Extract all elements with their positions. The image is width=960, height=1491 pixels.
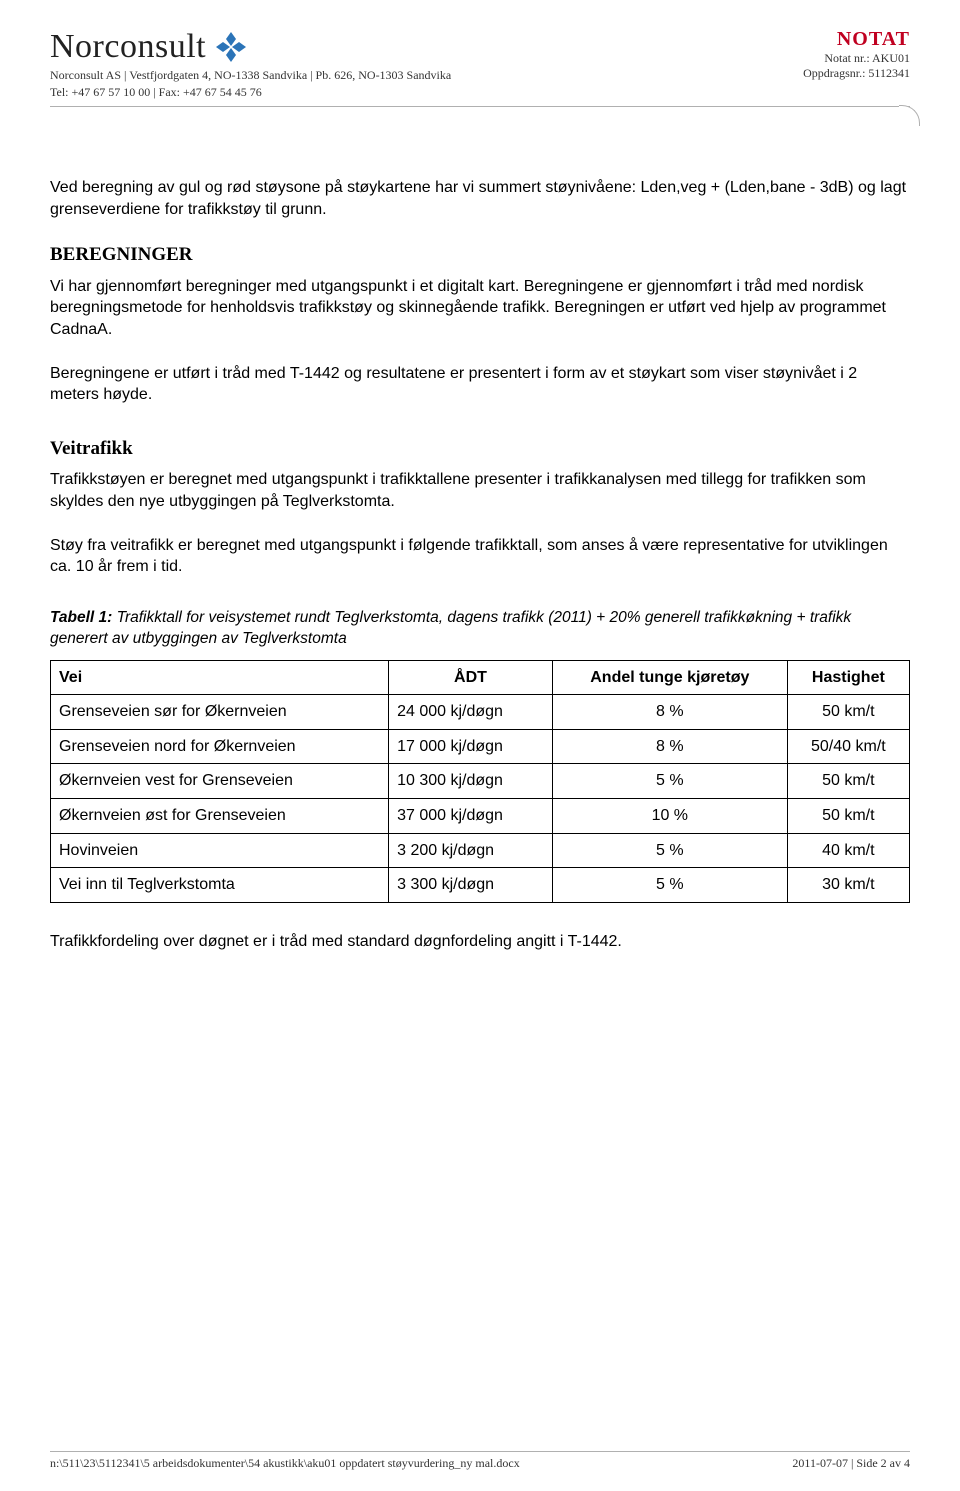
header-left: Norconsult Norconsult AS | Vestfjordgate…	[50, 28, 451, 100]
table-caption-label: Tabell 1:	[50, 609, 112, 626]
notat-number: Notat nr.: AKU01	[803, 51, 910, 66]
table-body: Grenseveien sør for Økernveien24 000 kj/…	[51, 695, 910, 903]
document-body: Ved beregning av gul og rød støysone på …	[50, 107, 910, 1411]
table-cell: 3 200 kj/døgn	[389, 833, 553, 868]
table-cell: Økernveien øst for Grenseveien	[51, 799, 389, 834]
oppdrag-number: Oppdragsnr.: 5112341	[803, 66, 910, 81]
page: Norconsult Norconsult AS | Vestfjordgate…	[0, 0, 960, 1491]
table-cell: 5 %	[552, 833, 787, 868]
table-row: Økernveien øst for Grenseveien37 000 kj/…	[51, 799, 910, 834]
table-cell: Økernveien vest for Grenseveien	[51, 764, 389, 799]
table-row: Hovinveien3 200 kj/døgn5 %40 km/t	[51, 833, 910, 868]
veitrafikk-p2: Støy fra veitrafikk er beregnet med utga…	[50, 535, 910, 578]
header-address: Norconsult AS | Vestfjordgaten 4, NO-133…	[50, 68, 451, 83]
col-andel: Andel tunge kjøretøy	[552, 660, 787, 695]
beregninger-p2: Beregningene er utført i tråd med T-1442…	[50, 363, 910, 406]
intro-paragraph: Ved beregning av gul og rød støysone på …	[50, 177, 910, 220]
heading-beregninger: BEREGNINGER	[50, 242, 910, 268]
table-cell: Vei inn til Teglverkstomta	[51, 868, 389, 903]
table-row: Grenseveien sør for Økernveien24 000 kj/…	[51, 695, 910, 730]
page-header: Norconsult Norconsult AS | Vestfjordgate…	[50, 28, 910, 107]
heading-veitrafikk: Veitrafikk	[50, 436, 910, 462]
table-cell: 50 km/t	[787, 695, 909, 730]
table-caption: Tabell 1: Trafikktall for veisystemet ru…	[50, 608, 910, 650]
table-cell: 8 %	[552, 695, 787, 730]
table-cell: 30 km/t	[787, 868, 909, 903]
company-logo-icon	[214, 30, 248, 64]
col-hastighet: Hastighet	[787, 660, 909, 695]
veitrafikk-p1: Trafikkstøyen er beregnet med utgangspun…	[50, 469, 910, 512]
table-row: Vei inn til Teglverkstomta3 300 kj/døgn5…	[51, 868, 910, 903]
table-cell: 17 000 kj/døgn	[389, 729, 553, 764]
table-cell: 50 km/t	[787, 764, 909, 799]
page-footer: n:\511\23\5112341\5 arbeidsdokumenter\54…	[50, 1451, 910, 1471]
table-cell: 5 %	[552, 868, 787, 903]
traffic-table: Vei ÅDT Andel tunge kjøretøy Hastighet G…	[50, 660, 910, 903]
col-vei: Vei	[51, 660, 389, 695]
table-cell: 40 km/t	[787, 833, 909, 868]
table-cell: 5 %	[552, 764, 787, 799]
beregninger-p1: Vi har gjennomført beregninger med utgan…	[50, 276, 910, 341]
table-header-row: Vei ÅDT Andel tunge kjøretøy Hastighet	[51, 660, 910, 695]
table-cell: Hovinveien	[51, 833, 389, 868]
table-cell: 10 %	[552, 799, 787, 834]
table-cell: Grenseveien sør for Økernveien	[51, 695, 389, 730]
header-contact: Tel: +47 67 57 10 00 | Fax: +47 67 54 45…	[50, 85, 451, 100]
table-cell: 3 300 kj/døgn	[389, 868, 553, 903]
footer-date-page: 2011-07-07 | Side 2 av 4	[792, 1456, 910, 1471]
after-table-paragraph: Trafikkfordeling over døgnet er i tråd m…	[50, 931, 910, 953]
table-cell: 50 km/t	[787, 799, 909, 834]
table-cell: 10 300 kj/døgn	[389, 764, 553, 799]
notat-title: NOTAT	[803, 28, 910, 51]
table-row: Grenseveien nord for Økernveien17 000 kj…	[51, 729, 910, 764]
header-right: NOTAT Notat nr.: AKU01 Oppdragsnr.: 5112…	[803, 28, 910, 81]
table-cell: Grenseveien nord for Økernveien	[51, 729, 389, 764]
brand-row: Norconsult	[50, 28, 451, 66]
table-cell: 50/40 km/t	[787, 729, 909, 764]
table-cell: 24 000 kj/døgn	[389, 695, 553, 730]
table-row: Økernveien vest for Grenseveien10 300 kj…	[51, 764, 910, 799]
col-adt: ÅDT	[389, 660, 553, 695]
table-cell: 37 000 kj/døgn	[389, 799, 553, 834]
table-cell: 8 %	[552, 729, 787, 764]
table-caption-text: Trafikktall for veisystemet rundt Teglve…	[50, 609, 851, 647]
table-head: Vei ÅDT Andel tunge kjøretøy Hastighet	[51, 660, 910, 695]
footer-path: n:\511\23\5112341\5 arbeidsdokumenter\54…	[50, 1456, 520, 1471]
company-name: Norconsult	[50, 28, 206, 66]
